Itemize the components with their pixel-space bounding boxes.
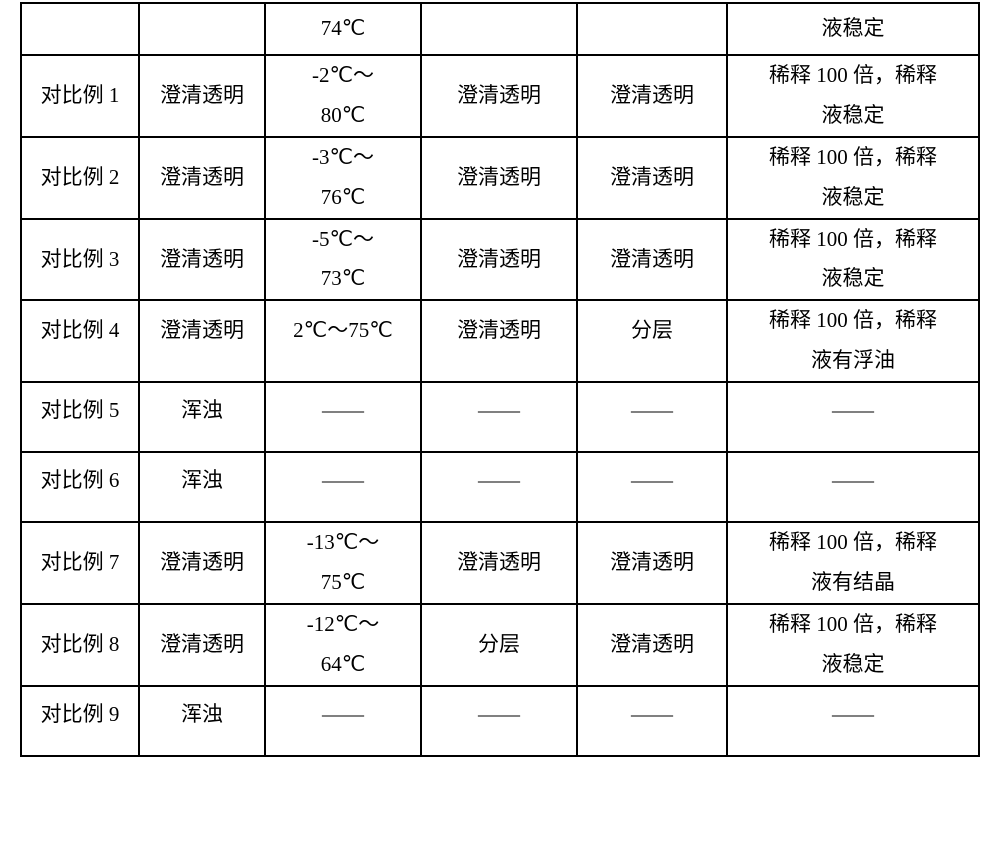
- cell: -3℃～ 76℃: [265, 137, 421, 219]
- cell-line: 稀释 100 倍，稀释: [769, 63, 937, 87]
- cell-line: -3℃～: [312, 145, 374, 169]
- cell: 稀释 100 倍，稀释 液稳定: [727, 219, 979, 301]
- cell: [21, 3, 139, 55]
- cell: 浑浊: [139, 686, 265, 756]
- table-row: 对比例 8 澄清透明 -12℃～ 64℃ 分层 澄清透明 稀释 100 倍，稀释…: [21, 604, 979, 686]
- cell: 澄清透明: [421, 137, 577, 219]
- cell: 稀释 100 倍，稀释 液有结晶: [727, 522, 979, 604]
- cell: ——: [577, 686, 727, 756]
- cell-sample: 对比例 7: [21, 522, 139, 604]
- cell-line: -12℃～: [307, 612, 380, 636]
- cell: 澄清透明: [577, 219, 727, 301]
- cell-line: 80℃: [321, 103, 366, 127]
- cell: ——: [265, 382, 421, 452]
- cell-line: -13℃～: [307, 530, 380, 554]
- cell-line: 稀释 100 倍，稀释: [769, 145, 937, 169]
- cell: ——: [577, 382, 727, 452]
- cell-line: 液有结晶: [811, 570, 895, 594]
- cell: 稀释 100 倍，稀释 液稳定: [727, 55, 979, 137]
- cell: -12℃～ 64℃: [265, 604, 421, 686]
- cell-line: 稀释 100 倍，稀释: [769, 308, 937, 332]
- cell: 澄清透明: [421, 219, 577, 301]
- cell: ——: [727, 382, 979, 452]
- cell-line: 液稳定: [822, 103, 885, 127]
- cell-sample: 对比例 9: [21, 686, 139, 756]
- cell: 澄清透明: [139, 522, 265, 604]
- table-row: 对比例 7 澄清透明 -13℃～ 75℃ 澄清透明 澄清透明 稀释 100 倍，…: [21, 522, 979, 604]
- cell: 分层: [421, 604, 577, 686]
- cell: 稀释 100 倍，稀释 液有浮油: [727, 300, 979, 382]
- cell: 澄清透明: [139, 137, 265, 219]
- table-row: 74℃ 液稳定: [21, 3, 979, 55]
- cell: 澄清透明: [421, 522, 577, 604]
- cell-line: -2℃～: [312, 63, 374, 87]
- cell: 澄清透明: [577, 604, 727, 686]
- cell: ——: [577, 452, 727, 522]
- cell: 液稳定: [727, 3, 979, 55]
- cell: ——: [265, 452, 421, 522]
- cell: ——: [727, 686, 979, 756]
- cell: [421, 3, 577, 55]
- cell: ——: [421, 686, 577, 756]
- data-table: 74℃ 液稳定 对比例 1 澄清透明 -2℃～ 80℃ 澄清透明 澄清透明 稀释…: [20, 2, 980, 757]
- cell: 浑浊: [139, 452, 265, 522]
- cell-sample: 对比例 1: [21, 55, 139, 137]
- cell-sample: 对比例 8: [21, 604, 139, 686]
- table-row: 对比例 6 浑浊 —— —— —— ——: [21, 452, 979, 522]
- cell-sample: 对比例 4: [21, 300, 139, 382]
- cell-line: 稀释 100 倍，稀释: [769, 227, 937, 251]
- cell-line: 75℃: [321, 570, 366, 594]
- cell-line: 64℃: [321, 652, 366, 676]
- table-row: 对比例 1 澄清透明 -2℃～ 80℃ 澄清透明 澄清透明 稀释 100 倍，稀…: [21, 55, 979, 137]
- cell-line: 76℃: [321, 185, 366, 209]
- cell-sample: 对比例 5: [21, 382, 139, 452]
- cell: -13℃～ 75℃: [265, 522, 421, 604]
- cell: 澄清透明: [577, 137, 727, 219]
- cell: 澄清透明: [577, 522, 727, 604]
- table-row: 对比例 5 浑浊 —— —— —— ——: [21, 382, 979, 452]
- cell: 澄清透明: [421, 55, 577, 137]
- cell-line: 稀释 100 倍，稀释: [769, 530, 937, 554]
- cell-line: -5℃～: [312, 227, 374, 251]
- cell: 澄清透明: [577, 55, 727, 137]
- table-row: 对比例 3 澄清透明 -5℃～ 73℃ 澄清透明 澄清透明 稀释 100 倍，稀…: [21, 219, 979, 301]
- table-row: 对比例 4 澄清透明 2℃～75℃ 澄清透明 分层 稀释 100 倍，稀释 液有…: [21, 300, 979, 382]
- cell: 74℃: [265, 3, 421, 55]
- cell: -2℃～ 80℃: [265, 55, 421, 137]
- cell-line: 73℃: [321, 266, 366, 290]
- cell: ——: [421, 452, 577, 522]
- cell: 浑浊: [139, 382, 265, 452]
- cell: -5℃～ 73℃: [265, 219, 421, 301]
- cell: 澄清透明: [139, 604, 265, 686]
- cell: 澄清透明: [139, 300, 265, 382]
- cell-line: 液稳定: [822, 652, 885, 676]
- cell-line: 液有浮油: [811, 348, 895, 372]
- cell: 澄清透明: [139, 219, 265, 301]
- cell-line: 液稳定: [822, 185, 885, 209]
- cell-line: 液稳定: [822, 266, 885, 290]
- cell: ——: [727, 452, 979, 522]
- cell: 稀释 100 倍，稀释 液稳定: [727, 604, 979, 686]
- cell: ——: [265, 686, 421, 756]
- table-row: 对比例 9 浑浊 —— —— —— ——: [21, 686, 979, 756]
- cell-sample: 对比例 2: [21, 137, 139, 219]
- cell: [139, 3, 265, 55]
- cell: [577, 3, 727, 55]
- page-container: { "table": { "col_widths_px": [118, 126,…: [0, 0, 1000, 862]
- table-row: 对比例 2 澄清透明 -3℃～ 76℃ 澄清透明 澄清透明 稀释 100 倍，稀…: [21, 137, 979, 219]
- cell: 稀释 100 倍，稀释 液稳定: [727, 137, 979, 219]
- cell: 澄清透明: [139, 55, 265, 137]
- cell-sample: 对比例 3: [21, 219, 139, 301]
- cell-line: 稀释 100 倍，稀释: [769, 612, 937, 636]
- cell: 分层: [577, 300, 727, 382]
- cell-sample: 对比例 6: [21, 452, 139, 522]
- cell: 澄清透明: [421, 300, 577, 382]
- cell: 2℃～75℃: [265, 300, 421, 382]
- cell: ——: [421, 382, 577, 452]
